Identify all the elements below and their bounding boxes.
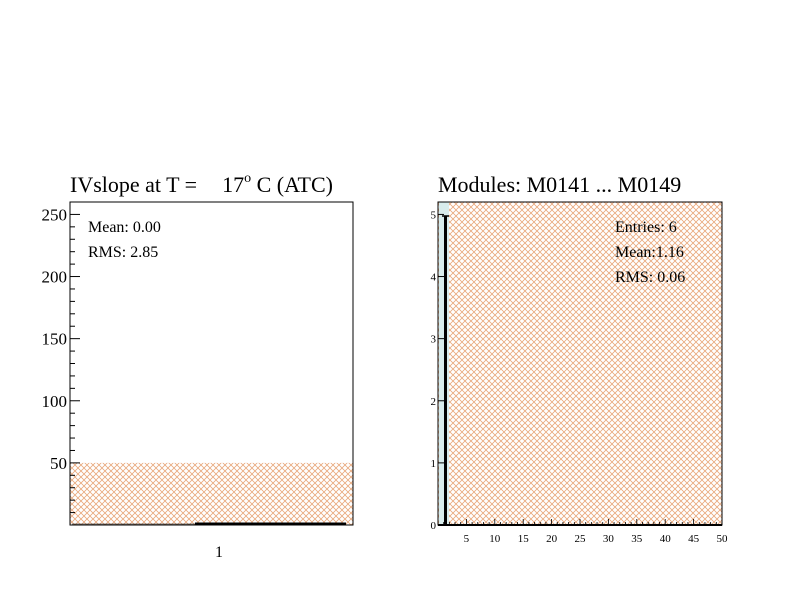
left-title-value: 17 xyxy=(222,172,245,197)
right-x-tick-label: 15 xyxy=(518,533,530,545)
right-hatched-region xyxy=(438,202,722,525)
right-y-tick-label: 4 xyxy=(431,272,437,284)
right-x-tick-label: 5 xyxy=(464,533,470,545)
right-x-tick-label: 45 xyxy=(688,533,700,545)
right-y-tick-label: 3 xyxy=(431,334,437,346)
left-y-tick-label: 50 xyxy=(50,454,67,473)
left-chart-title: IVslope at T = 17o C (ATC) xyxy=(70,170,333,198)
right-chart-title: Modules: M0141 ... M0149 xyxy=(438,172,682,197)
left-stat-mean: Mean: 0.00 xyxy=(88,219,161,236)
left-x-tick-label: 1 xyxy=(215,544,223,561)
right-x-tick-label: 30 xyxy=(603,533,615,545)
right-y-tick-label: 0 xyxy=(431,520,437,532)
left-chart: 50 100 150 200 250 1 Mean: 0.00 RMS: 2.85 xyxy=(42,201,354,561)
left-y-tick-label: 200 xyxy=(42,268,68,287)
left-y-tick-label: 250 xyxy=(42,205,68,224)
left-title-degree: o xyxy=(244,170,252,186)
right-y-tick-label: 2 xyxy=(431,396,437,408)
right-y-axis: 0 1 2 3 4 5 xyxy=(431,209,444,532)
right-x-tick-label: 50 xyxy=(717,533,729,545)
right-x-tick-label: 40 xyxy=(660,533,672,545)
left-title-prefix: IVslope at T = xyxy=(70,172,198,197)
right-stat-entries: Entries: 6 xyxy=(615,219,677,236)
right-stat-mean: Mean:1.16 xyxy=(615,244,684,261)
right-x-tick-label: 25 xyxy=(575,533,587,545)
right-x-tick-label: 20 xyxy=(546,533,558,545)
left-stat-rms: RMS: 2.85 xyxy=(88,244,158,261)
right-x-tick-label: 35 xyxy=(631,533,643,545)
left-y-tick-label: 150 xyxy=(42,330,68,349)
left-y-tick-label: 100 xyxy=(42,392,68,411)
right-y-tick-label: 1 xyxy=(431,458,437,470)
right-y-tick-label: 5 xyxy=(431,209,437,221)
right-x-axis: 5 10 15 20 25 30 35 40 45 50 xyxy=(443,519,729,545)
left-y-axis: 50 100 150 200 250 xyxy=(42,201,80,514)
right-x-tick-label: 10 xyxy=(489,533,501,545)
right-stat-rms: RMS: 0.06 xyxy=(615,269,685,286)
left-title-suffix: C (ATC) xyxy=(256,172,333,197)
left-hatched-band xyxy=(70,462,353,525)
